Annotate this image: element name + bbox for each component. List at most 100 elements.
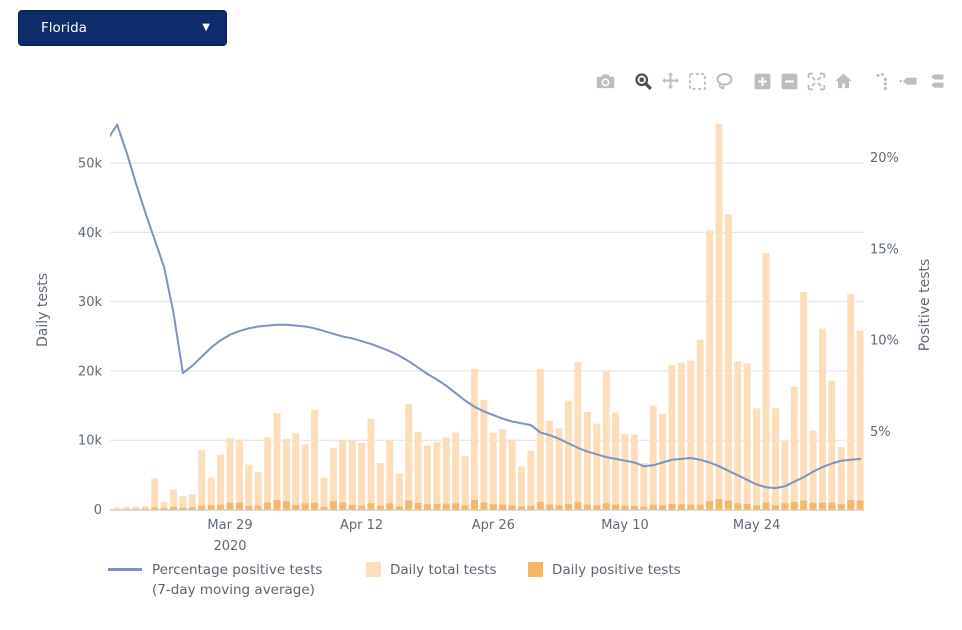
legend-item[interactable]: Daily total tests [366, 560, 497, 580]
bar[interactable] [414, 431, 422, 510]
bar[interactable] [612, 412, 620, 510]
bar[interactable] [461, 505, 469, 510]
bar[interactable] [160, 508, 168, 510]
bar[interactable] [734, 503, 742, 510]
bar[interactable] [292, 433, 300, 510]
bar[interactable] [724, 214, 732, 510]
bar[interactable] [790, 501, 798, 510]
bar[interactable] [668, 504, 676, 510]
bar[interactable] [499, 504, 507, 510]
bar[interactable] [837, 447, 845, 510]
bar[interactable] [151, 507, 159, 510]
bar[interactable] [809, 430, 817, 510]
bar[interactable] [386, 440, 394, 510]
bar[interactable] [602, 371, 610, 510]
bar[interactable] [433, 504, 441, 510]
bar[interactable] [132, 506, 140, 510]
bar[interactable] [753, 408, 761, 510]
bar[interactable] [282, 501, 290, 510]
bar[interactable] [433, 442, 441, 510]
bar[interactable] [329, 501, 337, 510]
bar[interactable] [828, 380, 836, 510]
bar[interactable] [424, 445, 431, 510]
bar[interactable] [424, 504, 431, 510]
bar[interactable] [348, 440, 356, 510]
bar[interactable] [198, 449, 206, 510]
bar[interactable] [123, 507, 130, 510]
bar[interactable] [734, 361, 742, 510]
bar[interactable] [367, 503, 375, 510]
bar[interactable] [405, 500, 413, 510]
bar[interactable] [715, 124, 723, 510]
bar[interactable] [376, 463, 384, 510]
bar[interactable] [235, 439, 243, 510]
bar[interactable] [301, 503, 309, 510]
bar[interactable] [677, 504, 685, 510]
bar[interactable] [358, 443, 366, 510]
bar[interactable] [602, 503, 610, 510]
bar[interactable] [856, 500, 864, 510]
bar[interactable] [555, 505, 563, 510]
bar[interactable] [772, 505, 779, 510]
bar[interactable] [386, 503, 394, 510]
bar[interactable] [819, 328, 826, 510]
bar[interactable] [442, 437, 450, 510]
autoscale-icon[interactable] [806, 71, 827, 92]
bar[interactable] [207, 477, 215, 510]
bar[interactable] [170, 507, 177, 510]
bar[interactable] [630, 434, 638, 510]
reset-axes-icon[interactable] [833, 71, 854, 92]
bar[interactable] [301, 444, 309, 510]
bar[interactable] [743, 363, 751, 510]
bar[interactable] [630, 506, 638, 510]
bar[interactable] [254, 472, 262, 510]
bar[interactable] [329, 447, 337, 510]
bar[interactable] [132, 508, 140, 510]
bar[interactable] [245, 464, 253, 510]
bar[interactable] [471, 500, 478, 510]
bar[interactable] [414, 502, 422, 510]
bar[interactable] [715, 499, 723, 510]
bar[interactable] [677, 362, 685, 510]
bar[interactable] [640, 463, 648, 510]
bar[interactable] [264, 502, 272, 510]
bar[interactable] [282, 438, 290, 510]
bar[interactable] [160, 501, 168, 510]
bar[interactable] [452, 432, 460, 510]
bar[interactable] [188, 507, 196, 510]
bar[interactable] [405, 404, 413, 510]
bar[interactable] [800, 500, 808, 510]
bar[interactable] [706, 230, 714, 510]
bar[interactable] [574, 361, 582, 510]
bar[interactable] [141, 508, 149, 510]
bar[interactable] [583, 504, 591, 510]
bar[interactable] [226, 438, 234, 510]
bar[interactable] [828, 502, 836, 510]
bar[interactable] [273, 413, 281, 510]
bar[interactable] [480, 502, 488, 510]
bar[interactable] [565, 400, 572, 510]
bar[interactable] [536, 501, 544, 510]
bar[interactable] [819, 502, 826, 510]
bar[interactable] [113, 507, 121, 510]
bar[interactable] [207, 505, 215, 510]
bar[interactable] [254, 505, 262, 510]
bar[interactable] [348, 505, 356, 510]
bar[interactable] [508, 439, 516, 510]
bar[interactable] [311, 409, 319, 510]
bar[interactable] [781, 440, 789, 510]
bar[interactable] [170, 489, 177, 510]
bar[interactable] [649, 405, 657, 510]
bar[interactable] [217, 504, 225, 510]
bar[interactable] [781, 503, 789, 510]
bar[interactable] [640, 506, 648, 510]
bar[interactable] [555, 428, 563, 510]
bar[interactable] [499, 429, 507, 510]
bar[interactable] [687, 504, 695, 510]
bar[interactable] [668, 364, 676, 510]
bar[interactable] [367, 418, 375, 510]
bar[interactable] [292, 505, 300, 510]
percentage-positive-line[interactable] [108, 123, 862, 490]
spike-lines-icon[interactable] [871, 71, 892, 92]
bar[interactable] [245, 506, 253, 510]
